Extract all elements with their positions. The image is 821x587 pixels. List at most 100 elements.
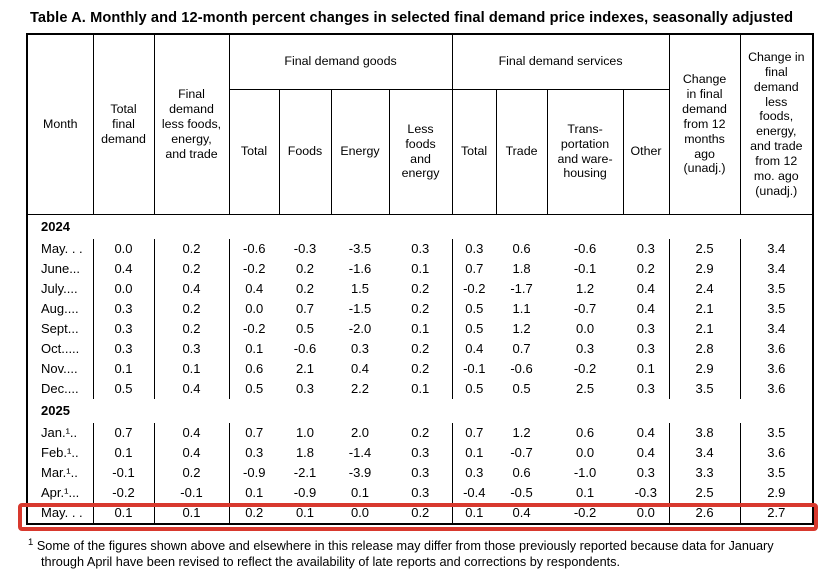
value-cell: 0.5	[451, 378, 497, 399]
value-cell: -0.1	[92, 462, 154, 483]
page-title: Table A. Monthly and 12-month percent ch…	[30, 10, 794, 26]
value-cell: 1.8	[295, 444, 315, 460]
value-cell: 0.5	[295, 320, 315, 336]
value-cell: -0.1	[451, 358, 497, 379]
value-cell: 0.7	[92, 422, 154, 443]
value-cell: 0.4	[153, 378, 229, 399]
month-cell: Sept...	[41, 320, 79, 336]
data-row: June... 0.4 0.2 -0.2 0.2 -1.6 0.1 0.7 1.8 -0.1 0.2…	[27, 258, 814, 279]
header-services-trade: Trade	[495, 88, 548, 215]
value-cell: 3.4	[739, 258, 814, 279]
value-cell: 0.2	[153, 318, 229, 339]
month-cell: Apr.¹...	[41, 484, 80, 500]
year-row: 2025	[27, 399, 813, 423]
data-row: Sept... 0.3 0.2 -0.2 0.5 -2.0 0.1 0.5 1.2 0.0 0.3 2…	[27, 318, 814, 339]
value-cell: 1.5	[350, 280, 370, 296]
value-cell: 0.5	[451, 298, 497, 319]
header-less-foods-energy-trade: Final demand less foods, energy, and tra…	[153, 33, 230, 215]
value-cell: 0.1	[411, 380, 430, 396]
value-cell: 3.5	[739, 298, 814, 319]
value-cell: 3.6	[739, 442, 814, 463]
value-cell: 0.7	[512, 340, 531, 356]
header-group-final-demand-services: Final demand services	[451, 33, 670, 90]
header-goods-less-foods-energy: Less foods and energy	[388, 88, 453, 215]
value-cell: -2.0	[348, 320, 372, 336]
value-cell: -0.2	[228, 318, 279, 339]
data-row: Oct..... 0.3 0.3 0.1 -0.6 0.3 0.2 0.4 0.7 0.3 0.3 2…	[27, 338, 814, 359]
value-cell: 0.2	[153, 258, 229, 279]
value-cell: -1.0	[573, 464, 597, 480]
data-row: July.... 0.0 0.4 0.4 0.2 1.5 0.2 -0.2 -1.7 1.2 0.4…	[27, 278, 814, 299]
value-cell: 0.2	[153, 238, 229, 259]
value-cell: 2.1	[295, 360, 315, 376]
value-cell: 0.1	[228, 482, 279, 503]
month-cell: Mar.¹..	[41, 464, 78, 480]
value-cell: 0.1	[411, 320, 430, 336]
value-cell: -0.1	[153, 482, 229, 503]
header-total-final-demand: Total final demand	[92, 33, 155, 215]
value-cell: 2.6	[668, 502, 741, 524]
value-cell: -0.1	[573, 260, 597, 276]
value-cell: 2.9	[668, 358, 741, 379]
value-cell: 0.4	[636, 280, 655, 296]
data-row: Apr.¹... -0.2 -0.1 0.1 -0.9 0.1 0.3 -0.4 -0.5 0.1…	[27, 482, 814, 503]
value-cell: 0.0	[228, 298, 279, 319]
data-row: Nov.... 0.1 0.1 0.6 2.1 0.4 0.2 -0.1 -0.6 -0.2 0.1…	[27, 358, 814, 379]
value-cell: 0.4	[636, 300, 655, 316]
footnote-text: Some of the figures shown above and else…	[36, 538, 774, 570]
value-cell: 0.7	[451, 422, 497, 443]
value-cell: -1.7	[510, 280, 533, 296]
value-cell: 0.1	[228, 338, 279, 359]
header-group-final-demand-goods: Final demand goods	[228, 33, 453, 90]
value-cell: 0.2	[411, 280, 430, 296]
data-row: May. . . 0.0 0.2 -0.6 -0.3 -3.5 0.3 0.3 0.6 -0.6 0…	[27, 238, 814, 259]
data-row: Jan.¹.. 0.7 0.4 0.7 1.0 2.0 0.2 0.7 1.2 0.6 0.4 3.8…	[27, 422, 814, 443]
value-cell: -1.4	[348, 444, 372, 460]
value-cell: 0.0	[575, 320, 595, 336]
value-cell: 0.2	[411, 424, 430, 440]
value-cell: 0.1	[153, 502, 229, 524]
value-cell: -3.9	[348, 464, 372, 480]
data-row: Dec.... 0.5 0.4 0.5 0.3 2.2 0.1 0.5 0.5 2.5 0.3 3.5…	[27, 378, 814, 399]
value-cell: 2.2	[350, 380, 370, 396]
header-goods-foods: Foods	[278, 88, 332, 215]
month-cell: Feb.¹..	[41, 444, 79, 460]
value-cell: 1.2	[512, 320, 531, 336]
value-cell: 0.3	[575, 340, 595, 356]
value-cell: 0.4	[153, 422, 229, 443]
value-cell: -0.4	[451, 482, 497, 503]
value-cell: 2.4	[668, 278, 741, 299]
value-cell: 2.7	[739, 502, 814, 524]
month-cell: Dec....	[41, 380, 79, 396]
value-cell: 1.1	[512, 300, 531, 316]
value-cell: 0.1	[92, 358, 154, 379]
value-cell: -0.7	[573, 300, 597, 316]
value-cell: 3.3	[668, 462, 741, 483]
month-cell: Aug....	[41, 300, 79, 316]
value-cell: -0.6	[228, 238, 279, 259]
value-cell: 3.4	[739, 238, 814, 259]
value-cell: 0.6	[512, 464, 531, 480]
month-cell: June...	[41, 260, 81, 276]
value-cell: 0.5	[512, 380, 531, 396]
value-cell: 0.1	[411, 260, 430, 276]
header-change-12mo: Change in final demand from 12 months ag…	[668, 33, 741, 215]
value-cell: 0.3	[411, 444, 430, 460]
value-cell: 0.2	[636, 260, 655, 276]
value-cell: 0.4	[228, 278, 279, 299]
value-cell: 0.5	[451, 318, 497, 339]
month-cell: May. . .	[41, 240, 83, 256]
month-cell: Nov....	[41, 360, 78, 376]
value-cell: -0.6	[510, 360, 533, 376]
value-cell: 0.3	[411, 240, 430, 256]
value-cell: 2.1	[668, 298, 741, 319]
value-cell: 2.5	[668, 238, 741, 259]
value-cell: 0.0	[350, 504, 370, 520]
value-cell: 0.7	[295, 300, 315, 316]
value-cell: 0.2	[153, 298, 229, 319]
value-cell: 2.9	[668, 258, 741, 279]
value-cell: 0.4	[153, 442, 229, 463]
value-cell: 0.3	[350, 340, 370, 356]
value-cell: 0.2	[153, 462, 229, 483]
header-goods-energy: Energy	[330, 88, 390, 215]
